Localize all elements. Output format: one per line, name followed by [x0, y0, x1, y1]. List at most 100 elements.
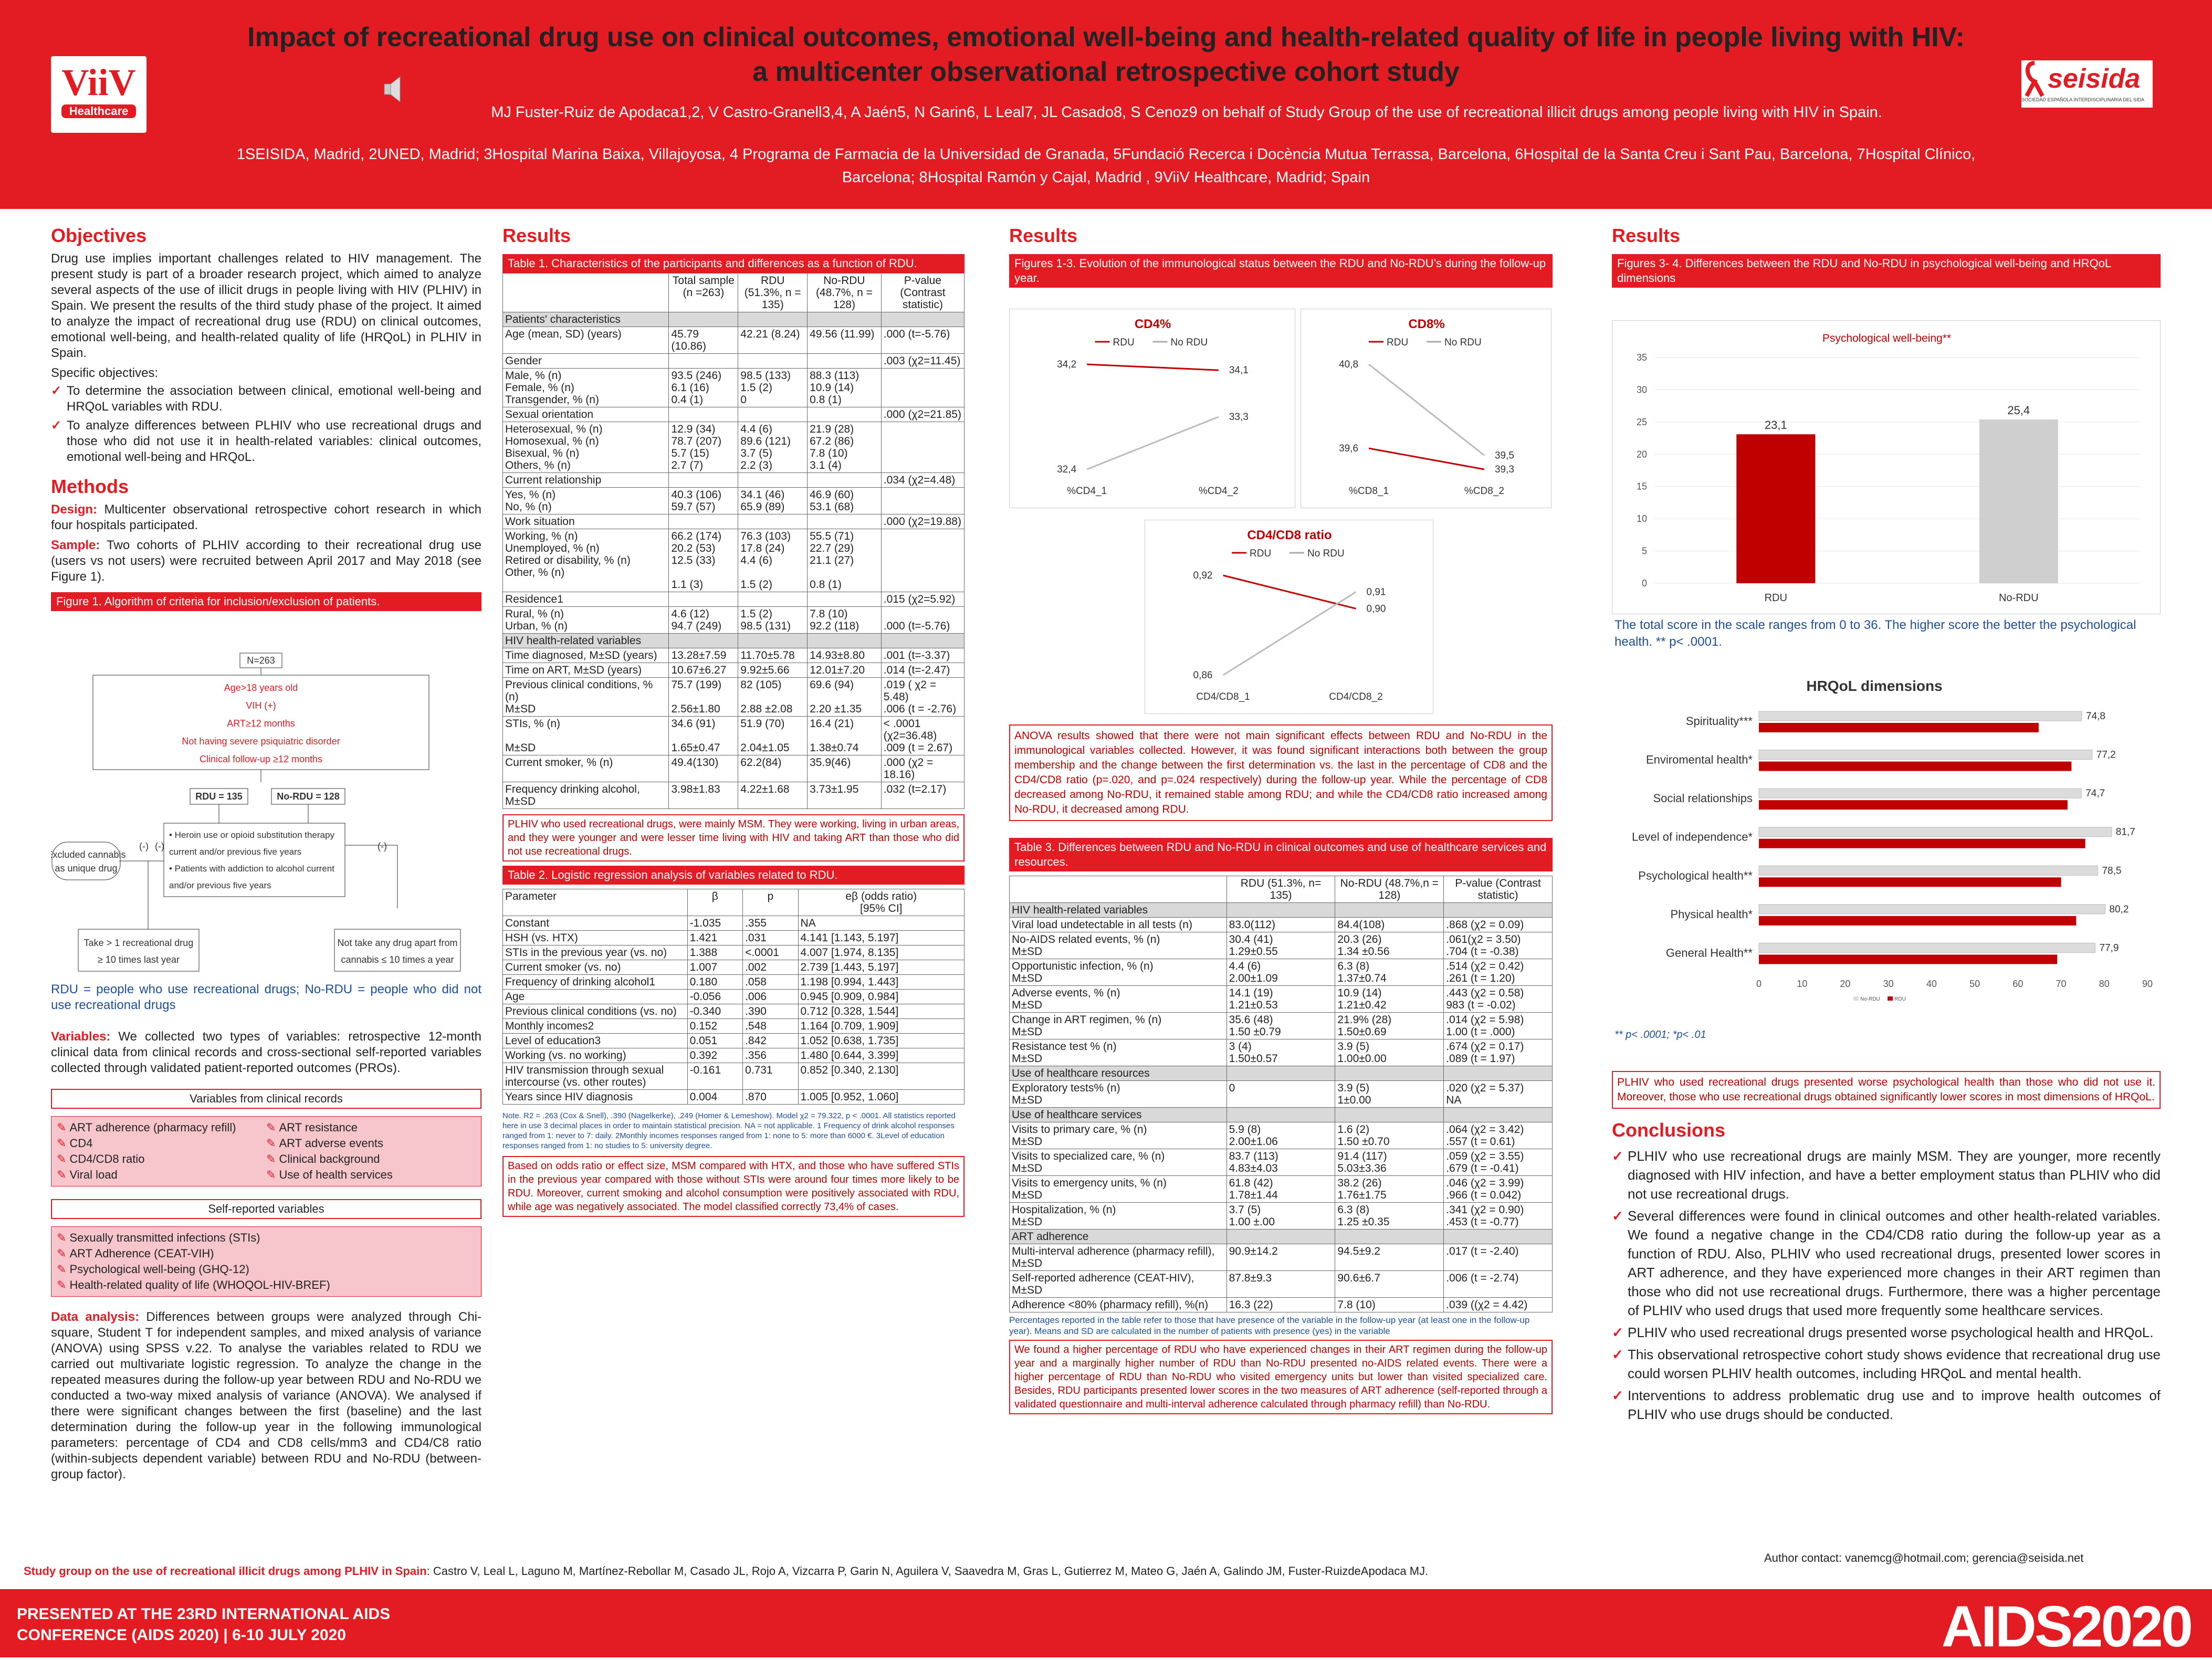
table-cell: .000 (χ2=19.88): [880, 514, 965, 529]
table-header-row: RDU (51.3%, n= 135) No-RDU (48.7%,n = 128…: [1009, 876, 1553, 903]
flow-text: ART≥12 months: [227, 718, 295, 729]
table-cell: .017 (t = -2.40): [1443, 1244, 1553, 1271]
table-cell: 55.5 (71) 22.7 (29) 21.1 (27) 0.8 (1): [807, 529, 882, 592]
table-cell: 16.4 (21) 1.38±0.74: [807, 716, 882, 755]
data-label: 0,91: [1367, 587, 1386, 598]
table-cell: 20.3 (26) 1.34 ±0.56: [1335, 932, 1444, 959]
legend-label: RDU: [1894, 996, 1906, 1002]
table-row: Previous clinical conditions, % (n) M±SD…: [502, 677, 965, 717]
table-cell: 35.6 (48) 1.50 ±0.79: [1226, 1012, 1336, 1039]
aids2020-logo: AIDS2020: [1941, 1594, 2193, 1659]
self-reported-box: ✎ Sexually transmitted infections (STIs) ✎…: [51, 1226, 481, 1297]
table-row: Residence1 .015 (χ2=5.92): [502, 592, 965, 607]
table-cell: 14.1 (19) 1.21±0.53: [1226, 985, 1336, 1013]
table-cell: [1335, 902, 1444, 918]
legend-label: RDU: [1113, 337, 1135, 348]
ribbon-icon: [2025, 61, 2045, 97]
table-cell: [880, 312, 965, 327]
hrqol-chart: HRQoL dimensions 74,8 64,8 Spirituality*** 7…: [1632, 678, 2153, 1002]
table-cell: [1226, 1066, 1336, 1081]
y-tick-label: Physical health*: [1670, 908, 1753, 921]
table-cell: [807, 407, 882, 422]
pencil-icon: ✎: [57, 1247, 67, 1260]
table-cell: [738, 472, 808, 488]
table-cell: Working, % (n) Unemployed, % (n) Retired…: [502, 529, 669, 592]
table-row: Rural, % (n) Urban, % (n) 4.6 (12) 94.7 (…: [502, 606, 965, 634]
anova-note: ANOVA results showed that there were not…: [1009, 724, 1553, 821]
clinical-variables-box: ✎ ART adherence (pharmacy refill) ✎ CD4 ✎ CD4…: [51, 1116, 481, 1186]
table-cell: Current relationship: [502, 472, 669, 488]
table-cell: HIV transmission through sexual intercou…: [502, 1063, 688, 1090]
table-cell: 46.9 (60) 53.1 (68): [807, 487, 882, 514]
table-cell: Level of education3: [502, 1033, 688, 1048]
series-line: [1368, 363, 1485, 456]
table-cell: Previous clinical conditions, % (n) M±SD: [502, 677, 669, 717]
flow-text: as unique drug: [55, 863, 117, 874]
table-header-cell: RDU (51.3%, n = 135): [738, 273, 808, 312]
data-label: 80,2: [2109, 904, 2129, 915]
data-label: 39,6: [1339, 443, 1358, 454]
table-cell: Years since HIV diagnosis: [502, 1089, 688, 1105]
flow-text: cannabis ≤ 10 times a year: [341, 954, 454, 965]
table-row: Constant -1.035.355 NA: [502, 916, 965, 931]
table-cell: Hospitalization, % (n) M±SD: [1009, 1202, 1227, 1230]
table-cell: .000 (χ2=21.85): [880, 407, 965, 422]
table-cell: 62.2(84): [738, 755, 808, 782]
table-row: Time on ART, M±SD (years) 10.67±6.27 9.92±…: [502, 663, 965, 678]
table-cell: 1.480 [0.644, 3.399]: [798, 1048, 965, 1063]
fig1-n: N=263: [247, 655, 275, 666]
table-cell: [668, 407, 739, 422]
table-cell: .443 (χ2 = 0.58) 983 (t = -0.02): [1443, 985, 1553, 1013]
y-tick-label: Enviromental health*: [1646, 753, 1753, 766]
y-tick-label: 25: [1637, 417, 1647, 427]
table-cell: 0.945 [0.909, 0.984]: [798, 989, 965, 1004]
table-row: Change in ART regimen, % (n) M±SD 35.6 (4…: [1009, 1012, 1553, 1039]
bar-nordu: [1758, 827, 2112, 837]
table-row: Male, % (n) Female, % (n) Transgender, %…: [502, 368, 965, 407]
table-cell: 12.01±7.20: [807, 663, 882, 678]
pencil-icon: ✎: [57, 1137, 67, 1150]
sample-text: Sample: Two cohorts of PLHIV according t…: [51, 538, 481, 584]
col4-note: PLHIV who used recreational drugs presen…: [1612, 1071, 2161, 1109]
table-cell: Age: [502, 989, 688, 1004]
table-cell: [880, 529, 965, 592]
list-item: ✎ ART resistance: [266, 1121, 358, 1134]
table-cell: 9.92±5.66: [738, 663, 808, 678]
chart-title: HRQoL dimensions: [1806, 678, 1942, 694]
table-cell: 83.0(112): [1226, 917, 1336, 932]
data-label: 77,2: [2096, 750, 2116, 761]
data-label: 33,3: [1229, 412, 1249, 423]
table-cell: [1335, 1107, 1444, 1122]
specific-objectives-heading: Specific objectives:: [51, 366, 159, 380]
table-cell: [807, 312, 882, 327]
y-tick-label: 10: [1637, 513, 1647, 524]
chart-title: Psychological well-being**: [1822, 332, 1951, 344]
table-cell: Exploratory tests% (n) M±SD: [1009, 1080, 1227, 1108]
table-cell: STIs in the previous year (vs. no): [502, 945, 688, 960]
x-tick-label: %CD8_1: [1349, 486, 1389, 497]
flow-text: Not having severe psiquiatric disorder: [182, 736, 340, 747]
table-cell: [668, 633, 739, 648]
table-header-cell: No-RDU (48.7%,n = 128): [1335, 876, 1444, 903]
fig1-rdu: RDU = 135: [195, 791, 243, 802]
column-1: Objectives Drug use implies important ch…: [51, 225, 481, 611]
table-cell: 84.4(108): [1335, 917, 1444, 932]
figure1-title: Figure 1. Algorithm of criteria for incl…: [51, 592, 481, 611]
data-label: 0,90: [1367, 603, 1386, 614]
y-tick-label: 15: [1637, 481, 1647, 492]
table-cell: 0.852 [0.340, 2.130]: [798, 1063, 965, 1090]
list-item: ✎ ART adherence (pharmacy refill): [57, 1121, 236, 1134]
table-cell: ART adherence: [1009, 1229, 1227, 1244]
table-row: Hospitalization, % (n) M±SD 3.7 (5) 1.00 …: [1009, 1202, 1553, 1230]
speaker-icon[interactable]: [383, 75, 404, 104]
table-row: Opportunistic infection, % (n) M±SD 4.4 (…: [1009, 959, 1553, 986]
table-cell: 3.98±1.83: [668, 782, 739, 809]
pencil-icon: ✎: [266, 1152, 276, 1165]
pencil-icon: ✎: [57, 1168, 67, 1181]
table-cell: 2.739 [1.443, 5.197]: [798, 960, 965, 975]
table1-title: Table 1. Characteristics of the particip…: [502, 254, 965, 273]
footer-banner: PRESENTED AT THE 23RD INTERNATIONAL AIDS…: [0, 1589, 2212, 1659]
figures1-3-title: Figures 1-3. Evolution of the immunologi…: [1009, 254, 1553, 288]
figures3-4-title: Figures 3- 4. Differences between the RD…: [1612, 254, 2161, 288]
data-label: 25,4: [2007, 404, 2030, 417]
